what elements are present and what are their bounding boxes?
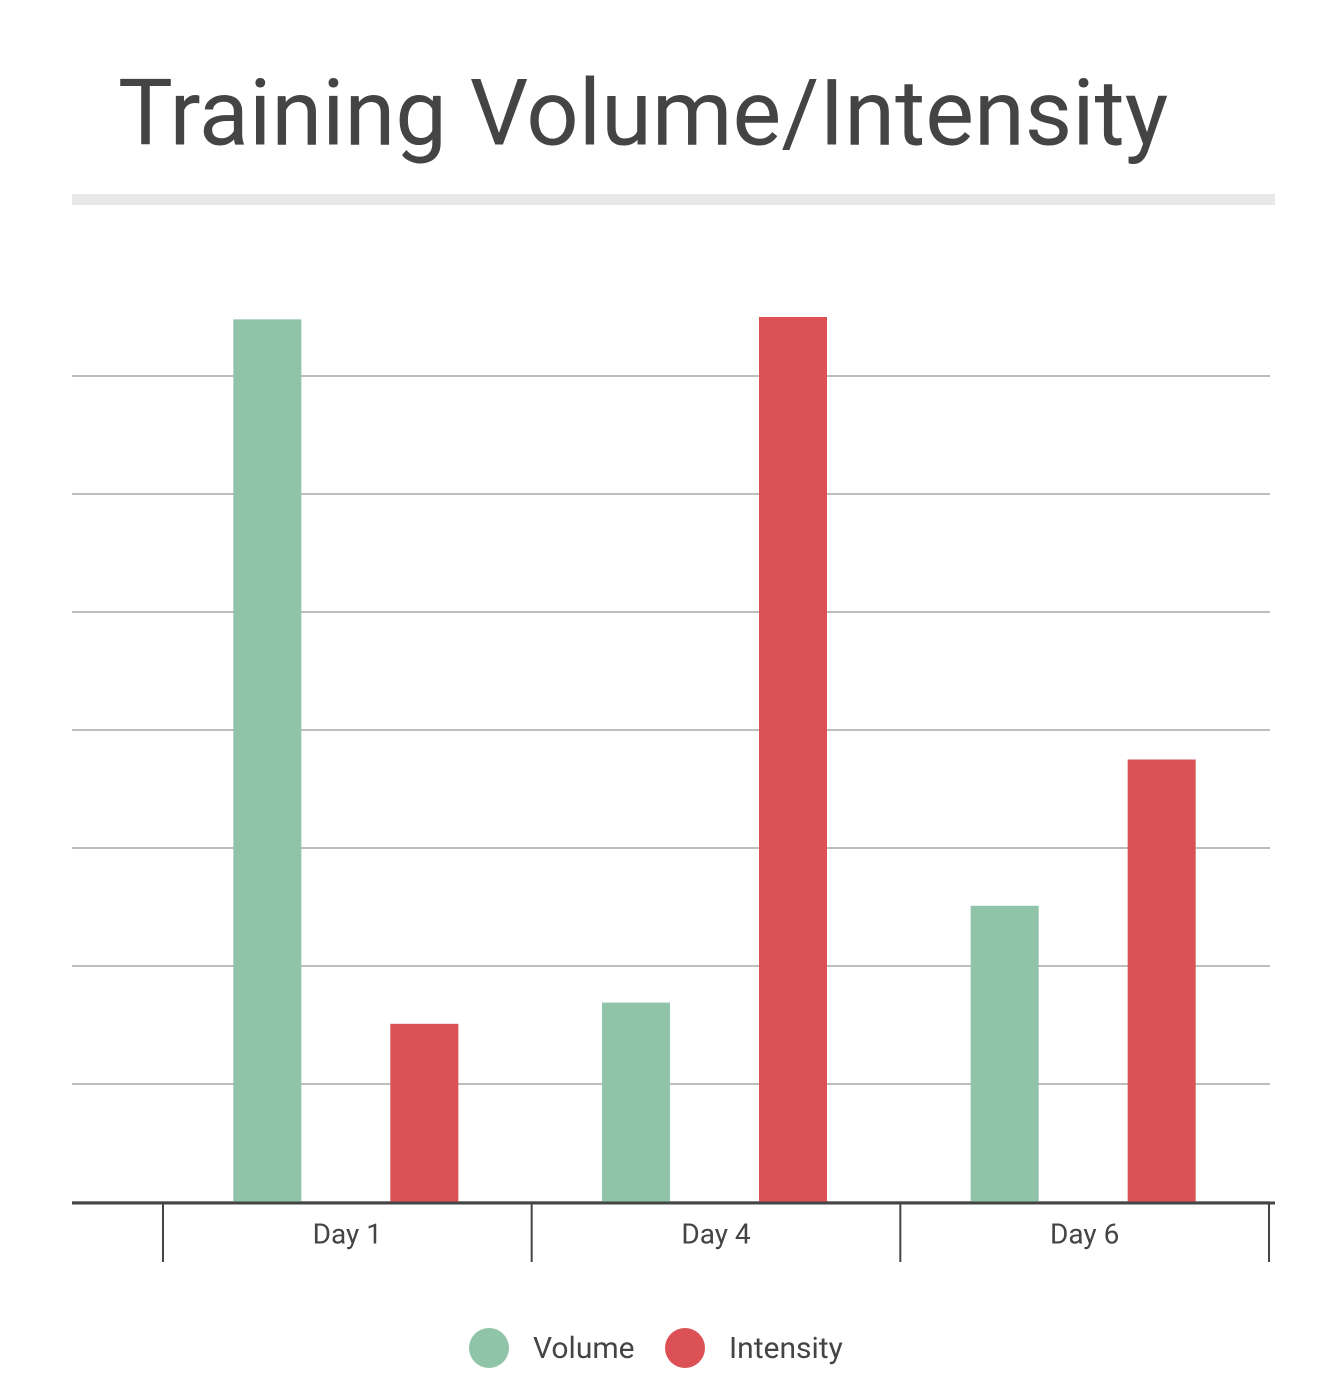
title-rule: [72, 194, 1275, 205]
x-tick-label: Day 4: [681, 1217, 751, 1250]
legend-swatch: [665, 1328, 705, 1368]
bar: [759, 317, 827, 1202]
bar: [970, 905, 1039, 1202]
x-tick-label: Day 6: [1050, 1217, 1119, 1250]
chart-title: Training Volume/Intensity: [118, 60, 1168, 167]
bar: [1127, 759, 1196, 1202]
x-tick-label: Day 1: [313, 1217, 382, 1250]
legend-label: Volume: [533, 1331, 635, 1366]
bar: [602, 1002, 670, 1202]
bar: [233, 319, 302, 1202]
legend-label: Intensity: [729, 1331, 843, 1366]
bar: [390, 1023, 459, 1202]
legend-swatch: [469, 1328, 509, 1368]
